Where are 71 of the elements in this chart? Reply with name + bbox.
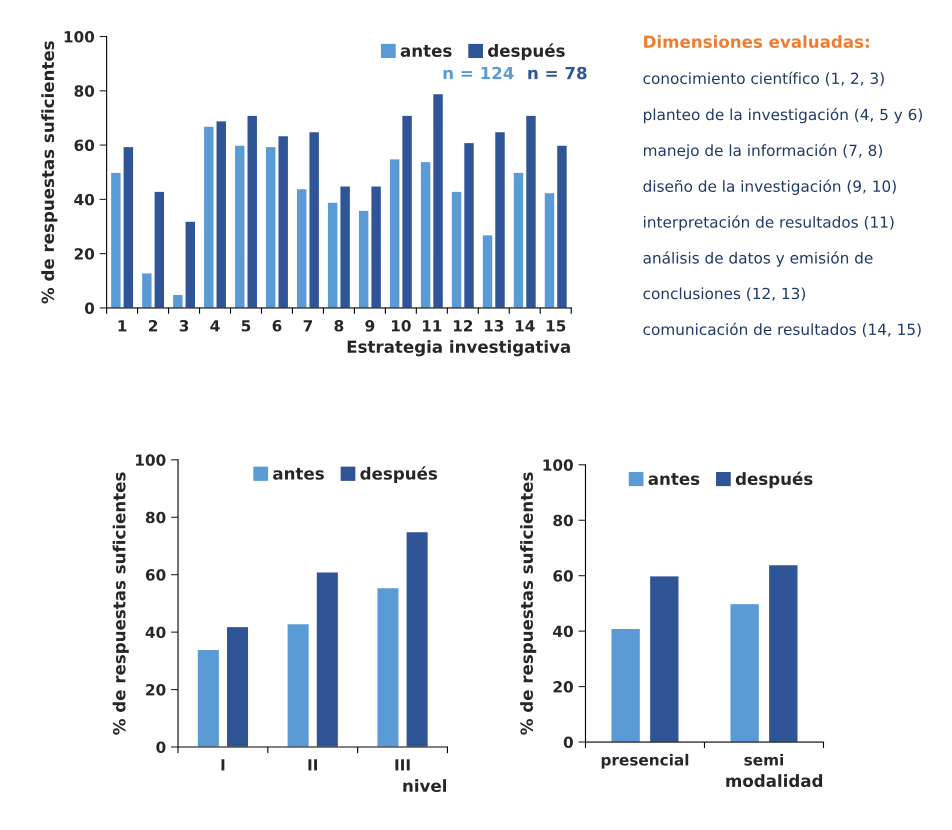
x-tick-label: 12 <box>454 320 472 332</box>
x-tick-label: 10 <box>392 320 411 332</box>
x-tick-label: semi <box>744 754 783 766</box>
x-tick-label: 2 <box>148 320 158 332</box>
x-tick-label: 3 <box>180 320 188 332</box>
y-tick-label: 80 <box>146 512 166 524</box>
text: diseño de la investigación (9, 10) <box>643 180 896 195</box>
text: conocimiento científico (1, 2, 3) <box>643 72 884 86</box>
y-tick-label: 40 <box>146 626 166 638</box>
text: análisis de datos y emisión de <box>644 251 872 267</box>
x-tick-label: 8 <box>334 320 344 332</box>
x-tick-label: II <box>308 759 318 770</box>
text: manejo de la información (7, 8) <box>644 144 882 160</box>
bar <box>405 530 430 747</box>
x-tick-label: 6 <box>272 320 282 332</box>
y-tick-label: 40 <box>74 194 94 206</box>
y-tick-label: 60 <box>553 570 573 582</box>
y-tick-label: 100 <box>64 30 94 43</box>
legend-label: antes <box>400 45 452 57</box>
annotation: n = 124 <box>444 66 514 80</box>
x-tick-label: 9 <box>365 320 374 332</box>
y-tick-label: 20 <box>146 684 166 696</box>
x-axis-title: Estrategia investigativa <box>348 340 570 356</box>
x-axis-title: modalidad <box>726 774 822 788</box>
bar <box>315 571 340 747</box>
y-tick-label: 0 <box>156 741 166 754</box>
x-tick-label: 14 <box>516 320 535 332</box>
x-tick-label: presencial <box>602 754 688 769</box>
y-axis-title: % de respuestas suficientes <box>520 472 536 735</box>
y-tick-label: 80 <box>74 85 94 97</box>
legend-label: antes <box>648 473 700 486</box>
y-tick-label: 20 <box>74 248 94 260</box>
x-tick-label: 5 <box>242 320 250 332</box>
y-tick-label: 0 <box>84 302 94 314</box>
text: planteo de la investigación (4, 5 y 6) <box>644 108 922 124</box>
bar <box>610 628 642 742</box>
legend-label: después <box>488 43 565 60</box>
x-tick-label: 11 <box>422 320 442 332</box>
y-tick-label: 100 <box>136 454 166 466</box>
x-tick-label: 1 <box>118 320 126 332</box>
x-tick-label: 15 <box>546 320 566 332</box>
bar <box>376 586 400 747</box>
y-tick-label: 80 <box>553 514 573 526</box>
bar <box>286 622 310 747</box>
legend-label: después <box>736 471 812 488</box>
x-tick-label: 13 <box>484 320 504 332</box>
x-tick-label: 4 <box>210 320 220 332</box>
y-axis-title: % de respuestas suficientes <box>112 472 129 735</box>
text: conclusiones (12, 13) <box>643 287 806 302</box>
bar <box>648 574 680 742</box>
bar <box>729 602 760 742</box>
x-tick-label: 7 <box>304 320 312 332</box>
x-axis-title: nivel <box>403 779 446 792</box>
y-tick-label: 60 <box>146 569 166 581</box>
bar <box>196 648 220 747</box>
x-tick-label: III <box>395 759 410 770</box>
y-axis-title: % de respuestas suficientes <box>41 41 58 304</box>
legend-label: antes <box>273 468 324 480</box>
annotation: n = 78 <box>528 66 587 80</box>
bar <box>768 564 799 742</box>
y-tick-label: 0 <box>564 736 573 748</box>
y-tick-label: 100 <box>544 459 573 471</box>
legend-label: después <box>360 466 438 483</box>
text: Dimensiones evaluadas: <box>644 35 869 48</box>
text: interpretación de resultados (11) <box>644 215 894 231</box>
y-tick-label: 20 <box>554 681 573 693</box>
y-tick-label: 40 <box>553 626 573 638</box>
x-tick-label: I <box>221 759 224 770</box>
text: comunicación de resultados (14, 15) <box>643 322 921 337</box>
bar <box>226 626 250 747</box>
y-tick-label: 60 <box>74 140 94 152</box>
